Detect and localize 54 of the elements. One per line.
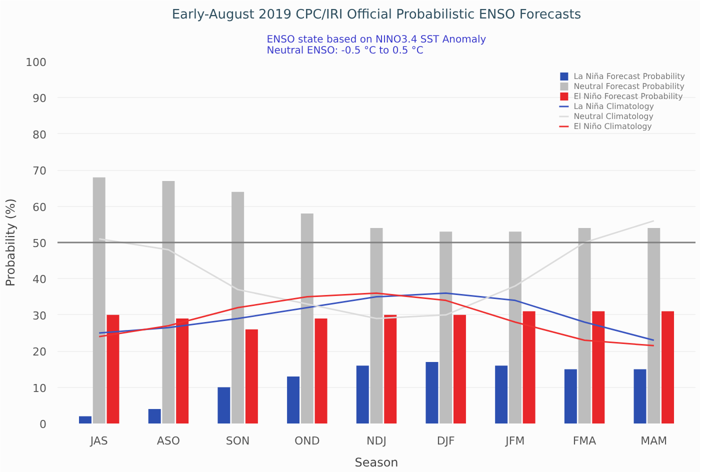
- bar: [300, 214, 314, 424]
- bar: [232, 192, 244, 424]
- y-tick-label: 10: [32, 382, 47, 395]
- legend-label: Neutral Climatology: [574, 111, 654, 121]
- y-tick-label: 90: [32, 92, 47, 106]
- bar: [356, 366, 369, 424]
- x-tick-label: SON: [226, 434, 250, 448]
- bar: [287, 376, 300, 424]
- y-tick-label: 50: [32, 237, 47, 250]
- bar: [426, 362, 438, 424]
- bar: [370, 228, 383, 424]
- bar: [648, 228, 660, 424]
- bar: [564, 369, 577, 424]
- y-tick-label: 40: [32, 273, 47, 286]
- bar: [453, 314, 466, 424]
- x-axis-title: Season: [354, 456, 398, 470]
- y-axis-title: Probability (%): [4, 198, 18, 287]
- x-tick-label: DJF: [436, 434, 455, 448]
- legend-label: El Niño Forecast Probability: [574, 91, 683, 101]
- x-tick-label: JAS: [89, 434, 108, 448]
- x-tick-label: JFM: [504, 434, 525, 448]
- bar: [162, 180, 175, 424]
- bar: [508, 232, 522, 424]
- legend-label: La Niña Climatology: [574, 101, 654, 111]
- bar: [92, 177, 106, 424]
- bar: [495, 366, 508, 424]
- y-tick-label: 70: [32, 164, 47, 178]
- chart-subtitle: ENSO state based on NINO3.4 SST Anomaly Neutral ENSO: -0.5 °C to 0.5 °C: [266, 34, 486, 56]
- y-tick-label: 60: [32, 200, 47, 214]
- bar: [578, 228, 591, 424]
- bar: [384, 314, 397, 424]
- x-tick-label: NDJ: [366, 434, 386, 448]
- legend-label: Neutral Forecast Probability: [574, 81, 684, 91]
- bar: [314, 318, 328, 424]
- bar: [634, 369, 646, 424]
- x-tick-label: FMA: [572, 434, 597, 448]
- legend-label: La Niña Forecast Probability: [574, 71, 685, 81]
- bar: [440, 232, 452, 424]
- bar: [245, 329, 258, 424]
- bar: [79, 416, 92, 424]
- legend-label: El Niño Climatology: [574, 121, 652, 131]
- chart-title: Early-August 2019 CPC/IRI Official Probabilistic ENSO Forecasts: [172, 8, 582, 22]
- y-tick-label: 20: [32, 346, 47, 359]
- x-tick-label: ASO: [156, 434, 180, 448]
- y-tick-label: 100: [26, 56, 47, 69]
- x-tick-label: OND: [294, 434, 320, 448]
- bar: [662, 311, 674, 424]
- y-tick-label: 30: [32, 309, 47, 322]
- y-tick-label: 80: [32, 128, 47, 142]
- y-tick-label: 0: [40, 418, 46, 431]
- bar: [148, 409, 161, 424]
- bar: [218, 387, 230, 424]
- line-series: [98, 220, 655, 320]
- x-tick-label: MAM: [640, 434, 668, 448]
